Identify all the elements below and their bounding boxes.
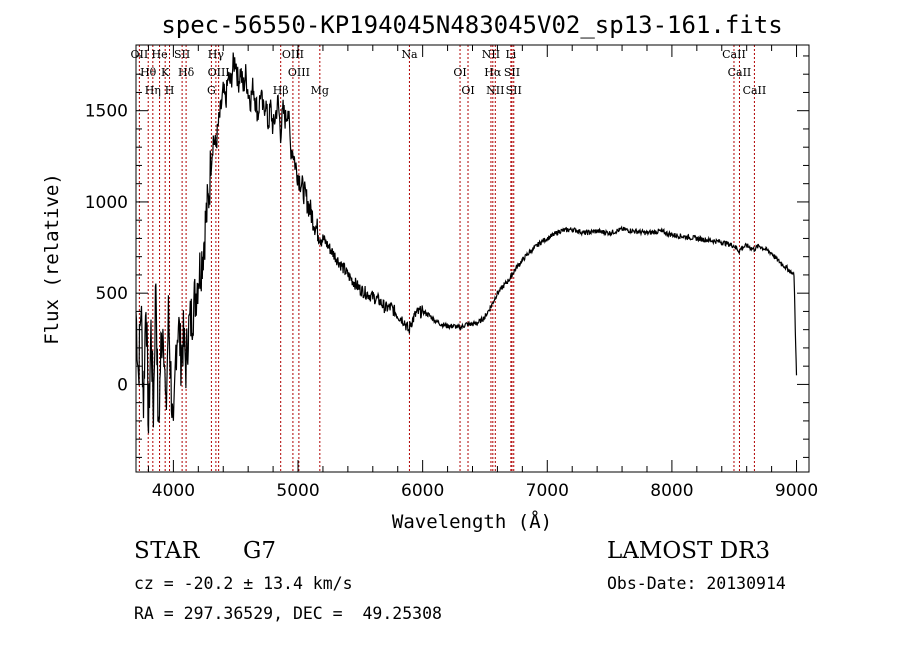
emission-line-label: OI: [453, 66, 466, 79]
y-axis-label: Flux (relative): [41, 173, 63, 345]
x-axis-label: Wavelength (Å): [392, 510, 552, 533]
chart-title: spec-56550-KP194045N483045V02_sp13-161.f…: [161, 11, 782, 39]
emission-line-label: Hγ: [208, 48, 225, 61]
redshift-text: cz = -20.2 ± 13.4 km/s: [134, 574, 353, 593]
x-tick-label: 8000: [650, 481, 693, 501]
object-class: STAR: [134, 538, 200, 564]
emission-line-label: CaII: [728, 66, 752, 79]
axis-ticks: 4000 5000 6000 7000 8000 9000 0 500 1000 1500: [85, 45, 818, 501]
x-tick-label: 7000: [526, 481, 569, 501]
emission-line-label: OIII: [288, 66, 310, 79]
y-tick-label: 500: [96, 284, 128, 304]
emission-line-label: CaII: [743, 84, 767, 97]
x-tick-label: 5000: [276, 481, 319, 501]
emission-line-label: K: [161, 66, 170, 79]
emission-line-label: Hδ: [178, 66, 195, 79]
emission-line-label: CaII: [722, 48, 746, 61]
y-tick-label: 0: [117, 375, 128, 395]
emission-line-label: NII: [486, 84, 504, 97]
x-tick-label: 9000: [775, 481, 818, 501]
survey-name: LAMOST DR3: [607, 538, 771, 564]
plot-frame: [135, 44, 810, 473]
emission-line-label: NII: [482, 48, 500, 61]
x-tick-label: 4000: [152, 481, 195, 501]
emission-line-label: OI: [461, 84, 474, 97]
emission-line-label: G: [207, 84, 216, 97]
emission-line-label: Hβ: [273, 84, 289, 97]
emission-line-label: Mg: [311, 84, 329, 97]
emission-line-label: He: [152, 48, 168, 61]
emission-line-label: OII: [131, 48, 149, 61]
emission-line-label: OIII: [208, 66, 230, 79]
emission-line-label: SII: [506, 84, 522, 97]
emission-line-label: H: [165, 84, 175, 97]
emission-line-label: Hη: [145, 84, 161, 97]
coordinates-text: RA = 297.36529, DEC = 49.25308: [134, 604, 442, 623]
y-tick-label: 1500: [85, 102, 128, 122]
obs-date-text: Obs-Date: 20130914: [607, 574, 786, 593]
object-subclass: G7: [243, 538, 277, 564]
emission-line-label: Na: [401, 48, 418, 61]
emission-line-label: SII: [174, 48, 190, 61]
emission-lines-layer: [138, 45, 755, 472]
emission-line-label: Li: [505, 48, 516, 61]
emission-line-label: Hθ: [140, 66, 157, 79]
emission-line-labels: OIIHθHηHeKHSIIHδGHγOIIIHβOIIIOIIIMgNaOIO…: [131, 48, 767, 97]
emission-line-label: SII: [504, 66, 520, 79]
emission-line-label: Hα: [484, 66, 502, 79]
emission-line-label: OIII: [282, 48, 304, 61]
y-tick-label: 1000: [85, 193, 128, 213]
spectrum-line: [135, 52, 798, 434]
x-tick-label: 6000: [401, 481, 444, 501]
